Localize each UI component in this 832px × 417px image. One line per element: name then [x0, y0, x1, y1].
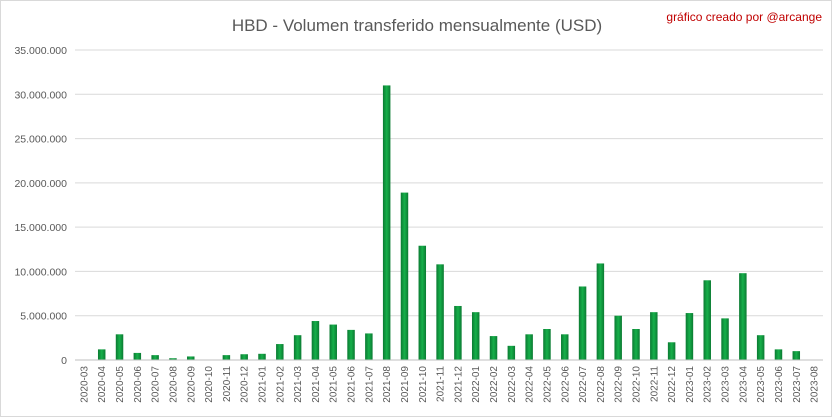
- x-tick-label: 2020-06: [133, 366, 144, 403]
- bar: [739, 273, 747, 360]
- bar: [133, 352, 142, 360]
- bar: [774, 349, 783, 360]
- bar: [258, 353, 266, 360]
- x-tick-label: 2020-10: [204, 366, 215, 403]
- x-tick-label: 2023-07: [792, 366, 803, 403]
- x-tick-label: 2022-09: [614, 366, 625, 403]
- bar: [365, 333, 373, 360]
- bar: [222, 355, 231, 360]
- x-tick-label: 2022-12: [667, 366, 678, 403]
- bar: [400, 192, 409, 360]
- bar: [632, 329, 640, 360]
- x-tick-label: 2023-08: [810, 366, 821, 403]
- x-tick-label: 2021-07: [364, 366, 375, 403]
- x-tick-label: 2021-08: [382, 366, 393, 403]
- bar: [614, 315, 622, 360]
- x-axis-tick-labels: 2020-03 2020-04 2020-05 2020-06 2020-07 2020-…: [79, 366, 820, 403]
- bar: [382, 85, 391, 360]
- bar: [561, 334, 569, 360]
- x-tick-label: 2021-04: [311, 366, 322, 403]
- bar: [436, 264, 444, 360]
- x-tick-label: 2021-05: [329, 366, 340, 403]
- bar: [667, 342, 676, 360]
- bar: [151, 355, 159, 360]
- bar: [721, 318, 729, 360]
- x-tick-label: 2021-12: [453, 366, 464, 403]
- bar: [347, 329, 355, 360]
- x-tick-label: 2022-07: [578, 366, 589, 403]
- x-tick-label: 2020-11: [222, 366, 233, 402]
- x-tick-label: 2021-11: [436, 366, 447, 402]
- bar: [329, 324, 337, 360]
- bars: [97, 85, 801, 360]
- x-tick-label: 2022-11: [649, 366, 660, 402]
- bar: [578, 286, 587, 360]
- gridlines: [75, 49, 823, 317]
- x-tick-label: 2022-10: [632, 366, 643, 403]
- x-tick-label: 2023-02: [703, 366, 714, 403]
- bar: [276, 344, 284, 360]
- x-tick-label: 2020-04: [97, 366, 108, 403]
- bar: [596, 263, 605, 360]
- x-tick-label: 2023-03: [721, 366, 732, 403]
- bar: [169, 358, 177, 360]
- x-tick-label: 2023-05: [756, 366, 767, 403]
- y-tick-label: 15.000.000: [14, 222, 67, 234]
- chart-credit: gráfico creado por @arcange: [666, 10, 822, 24]
- x-tick-label: 2020-07: [151, 366, 162, 403]
- x-tick-label: 2020-05: [115, 366, 126, 403]
- bar: [187, 356, 195, 360]
- x-tick-label: 2020-09: [186, 366, 197, 403]
- bar: [792, 351, 801, 360]
- y-tick-label: 5.000.000: [20, 311, 67, 323]
- x-tick-label: 2020-12: [240, 366, 251, 403]
- bar: [97, 349, 106, 360]
- bar: [703, 280, 711, 360]
- x-tick-label: 2021-03: [293, 366, 304, 403]
- bar: [650, 312, 658, 360]
- bar: [685, 313, 694, 360]
- bar: [240, 354, 248, 360]
- x-tick-label: 2022-02: [489, 366, 500, 403]
- x-tick-label: 2022-01: [471, 366, 482, 403]
- x-tick-label: 2020-03: [79, 366, 90, 403]
- x-tick-label: 2021-06: [347, 366, 358, 403]
- x-tick-label: 2023-04: [738, 366, 749, 403]
- bar: [471, 312, 480, 360]
- bar: [115, 334, 124, 360]
- chart-title: HBD - Volumen transferido mensualmente (…: [232, 16, 602, 35]
- y-tick-label: 10.000.000: [14, 266, 67, 278]
- x-tick-label: 2022-04: [525, 366, 536, 403]
- bar: [418, 245, 427, 360]
- bar: [311, 321, 320, 360]
- x-tick-label: 2021-10: [418, 366, 429, 403]
- y-tick-label: 30.000.000: [14, 89, 67, 101]
- x-tick-label: 2022-05: [542, 366, 553, 403]
- bar: [454, 305, 462, 360]
- x-tick-label: 2020-08: [168, 366, 179, 403]
- y-tick-label: 35.000.000: [14, 45, 67, 57]
- x-tick-label: 2023-06: [774, 366, 785, 403]
- x-tick-label: 2023-01: [685, 366, 696, 403]
- bar: [507, 345, 516, 360]
- bar: [543, 329, 551, 360]
- x-tick-label: 2022-03: [507, 366, 518, 403]
- x-tick-label: 2021-09: [400, 366, 411, 403]
- y-tick-label: 0: [61, 355, 67, 367]
- bar: [489, 336, 498, 360]
- x-tick-label: 2021-02: [275, 366, 286, 403]
- bar: [756, 335, 765, 360]
- bar: [293, 335, 302, 360]
- y-tick-label: 20.000.000: [14, 178, 67, 190]
- x-tick-label: 2021-01: [258, 366, 269, 403]
- bar: [525, 334, 533, 360]
- x-tick-label: 2022-06: [560, 366, 571, 403]
- x-tick-label: 2022-08: [596, 366, 607, 403]
- y-axis-tick-labels: 0 5.000.000 10.000.000 15.000.000 20.000.000…: [14, 45, 67, 367]
- y-tick-label: 25.000.000: [14, 134, 67, 146]
